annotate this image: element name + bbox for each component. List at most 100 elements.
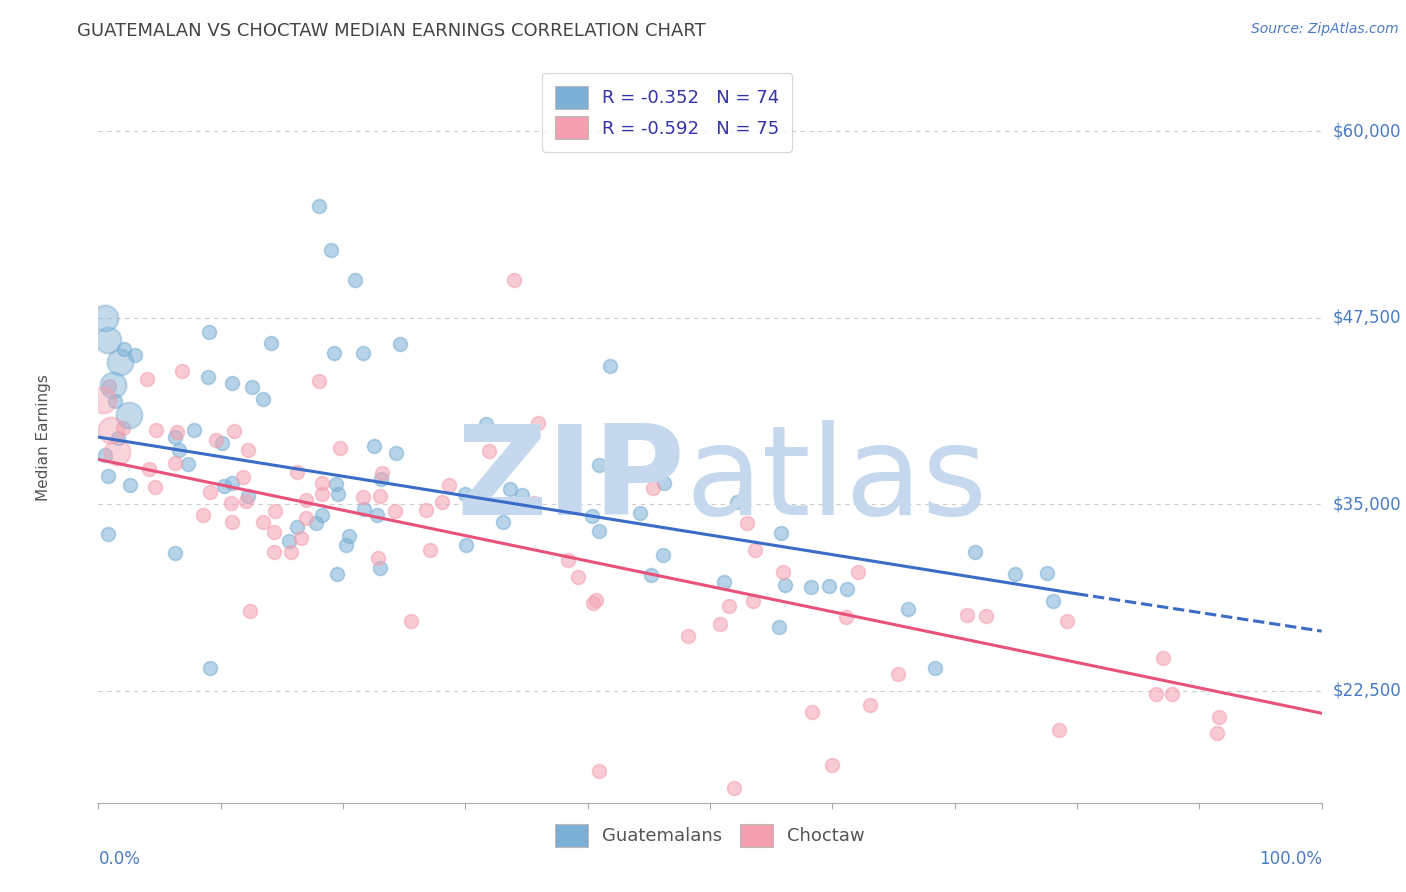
Point [91,392,114,407]
Point [713,575,735,590]
Point [344,273,367,287]
Point [924,661,946,675]
Point [859,698,882,712]
Point [167,442,190,457]
Text: 0.0%: 0.0% [98,850,141,868]
Point [325,477,347,491]
Point [1056,614,1078,628]
Point [238,489,260,503]
Point [212,478,235,492]
Point [835,582,858,597]
Point [846,565,869,579]
Point [221,376,243,390]
Point [456,538,478,552]
Point [143,480,166,494]
Point [183,423,205,437]
Point [198,484,221,499]
Point [801,705,824,719]
Point [260,335,283,350]
Point [976,609,998,624]
Point [588,524,610,538]
Point [93,310,115,325]
Point [232,470,254,484]
Point [628,506,651,520]
Point [285,519,308,533]
Point [110,355,132,369]
Point [768,620,790,634]
Point [503,273,526,287]
Point [308,199,330,213]
Point [112,343,135,357]
Point [1208,710,1230,724]
Point [368,489,391,503]
Point [263,525,285,540]
Point [105,445,128,459]
Point [200,661,222,675]
Point [177,458,200,472]
Point [311,508,333,522]
Point [437,477,460,491]
Point [1004,567,1026,582]
Point [145,423,167,437]
Point [219,495,242,509]
Point [352,346,374,360]
Point [101,377,124,392]
Point [166,425,188,439]
Point [94,449,117,463]
Point [197,370,219,384]
Point [582,596,605,610]
Point [236,442,259,457]
Point [107,431,129,445]
Point [527,416,550,430]
Point [311,487,333,501]
Point [305,516,328,530]
Point [118,408,141,422]
Point [165,430,187,444]
Point [1049,723,1071,737]
Point [1161,687,1184,701]
Point [97,333,120,347]
Point [717,599,740,614]
Point [399,614,422,628]
Point [366,508,388,522]
Point [955,608,977,623]
Point [744,543,766,558]
Point [280,544,302,558]
Point [723,780,745,795]
Point [235,493,257,508]
Point [264,504,287,518]
Point [800,580,823,594]
Point [205,433,228,447]
Point [773,578,796,592]
Point [368,561,391,575]
Point [651,549,673,563]
Legend: Guatemalans, Choctaw: Guatemalans, Choctaw [546,814,875,856]
Point [599,359,621,373]
Text: Source: ZipAtlas.com: Source: ZipAtlas.com [1251,22,1399,37]
Point [965,545,987,559]
Point [329,441,352,455]
Point [211,436,233,450]
Text: atlas: atlas [686,420,987,541]
Point [588,458,610,472]
Point [384,504,406,518]
Point [585,592,607,607]
Point [742,594,765,608]
Point [567,570,589,584]
Point [769,525,792,540]
Point [197,325,219,339]
Point [430,495,453,509]
Point [311,475,333,490]
Point [388,337,411,351]
Point [339,529,361,543]
Point [290,531,312,545]
Point [221,475,243,490]
Point [897,602,920,616]
Point [124,348,146,362]
Point [112,421,135,435]
Point [222,424,245,438]
Point [640,568,662,582]
Point [295,510,318,524]
Point [97,468,120,483]
Point [100,423,122,437]
